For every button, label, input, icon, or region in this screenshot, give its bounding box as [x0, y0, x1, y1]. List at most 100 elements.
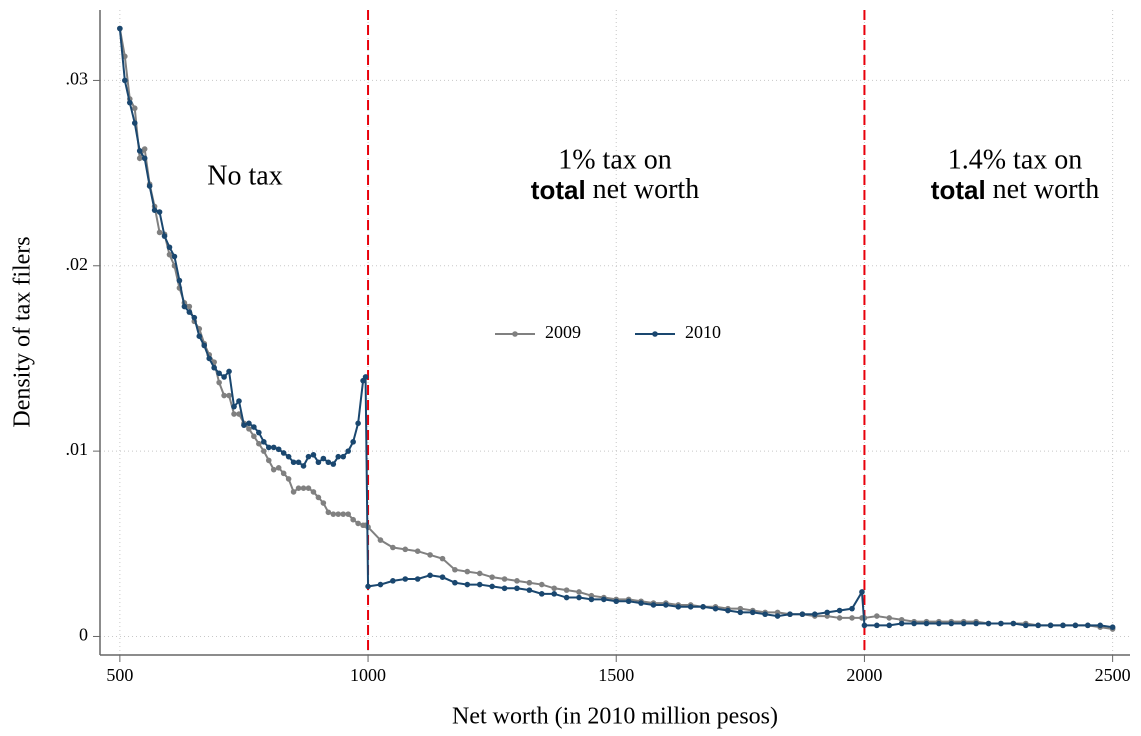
data-point — [166, 244, 173, 251]
data-point — [526, 579, 533, 586]
data-point — [325, 459, 332, 466]
data-point — [146, 183, 153, 189]
data-point — [960, 620, 967, 627]
legend-label: 2010 — [685, 322, 721, 342]
data-point — [414, 548, 421, 555]
data-point — [355, 420, 361, 427]
data-point — [131, 120, 138, 126]
data-point — [246, 420, 252, 427]
data-point — [476, 581, 483, 588]
data-point — [141, 146, 148, 152]
data-point — [191, 314, 198, 321]
data-point — [156, 229, 163, 236]
data-point — [320, 455, 327, 462]
data-point — [911, 620, 917, 627]
data-point — [265, 457, 272, 464]
data-point — [196, 333, 203, 340]
data-point — [1035, 622, 1041, 629]
annotation-bold: total — [931, 175, 986, 205]
data-point — [874, 613, 880, 619]
data-point — [687, 604, 694, 610]
data-point — [315, 459, 322, 466]
data-point — [737, 609, 744, 616]
data-point — [206, 355, 213, 362]
data-point — [335, 511, 342, 517]
data-point — [973, 620, 979, 627]
data-point — [211, 364, 217, 371]
data-point — [725, 607, 731, 614]
data-point — [514, 578, 520, 584]
data-point — [588, 596, 595, 603]
data-point — [700, 604, 706, 610]
data-point — [315, 494, 322, 501]
data-point — [861, 622, 868, 629]
data-point — [362, 374, 369, 380]
data-point — [501, 585, 508, 592]
data-point — [305, 453, 312, 460]
data-point — [330, 511, 337, 517]
data-point — [762, 611, 768, 618]
data-point — [231, 411, 237, 417]
data-point — [936, 620, 942, 627]
data-point — [251, 424, 257, 430]
data-point — [402, 576, 409, 582]
annotation: 1.4% tax on — [948, 144, 1083, 175]
data-point — [377, 581, 384, 588]
data-point — [141, 155, 148, 162]
data-point — [439, 574, 446, 580]
data-point — [514, 585, 520, 592]
data-point — [285, 476, 292, 482]
data-point — [290, 459, 297, 466]
data-point — [563, 594, 570, 601]
data-point — [295, 485, 302, 491]
data-point — [280, 470, 287, 477]
annotation-bold: total — [531, 175, 586, 205]
data-point — [216, 370, 222, 377]
data-point — [320, 500, 327, 506]
data-point — [151, 207, 158, 213]
data-point — [849, 615, 855, 621]
data-point — [136, 155, 143, 162]
data-point — [1060, 622, 1066, 629]
data-point — [330, 461, 337, 467]
data-point — [501, 576, 508, 582]
data-point — [1085, 622, 1091, 629]
data-point — [345, 511, 351, 517]
data-point — [310, 452, 317, 458]
data-point — [538, 581, 545, 588]
data-point — [601, 596, 607, 603]
data-point — [176, 277, 183, 284]
data-point — [551, 585, 557, 592]
data-point — [335, 453, 342, 460]
data-point — [836, 607, 843, 614]
data-point — [948, 620, 955, 627]
data-point — [136, 148, 143, 154]
data-point — [275, 446, 282, 453]
data-point — [886, 615, 893, 621]
data-point — [377, 537, 384, 543]
data-point — [126, 99, 133, 106]
annotation-rest: net worth — [593, 174, 700, 205]
data-point — [236, 398, 242, 404]
data-point — [390, 578, 396, 584]
data-point — [787, 611, 793, 618]
data-point — [749, 609, 756, 616]
data-point — [156, 209, 163, 215]
data-point — [1072, 622, 1079, 629]
annotation: total net worth — [931, 174, 1099, 205]
data-point — [256, 429, 262, 436]
data-point — [390, 544, 396, 551]
data-point — [464, 581, 471, 588]
data-point — [998, 620, 1004, 627]
data-point — [898, 620, 905, 627]
data-point — [452, 566, 458, 573]
data-point — [340, 511, 347, 517]
data-point — [345, 448, 351, 454]
x-axis-label: Net worth (in 2010 million pesos) — [452, 704, 778, 730]
data-point — [300, 485, 307, 491]
data-point — [270, 444, 277, 451]
data-point — [923, 620, 930, 627]
data-point — [625, 598, 632, 605]
data-point — [489, 574, 495, 580]
